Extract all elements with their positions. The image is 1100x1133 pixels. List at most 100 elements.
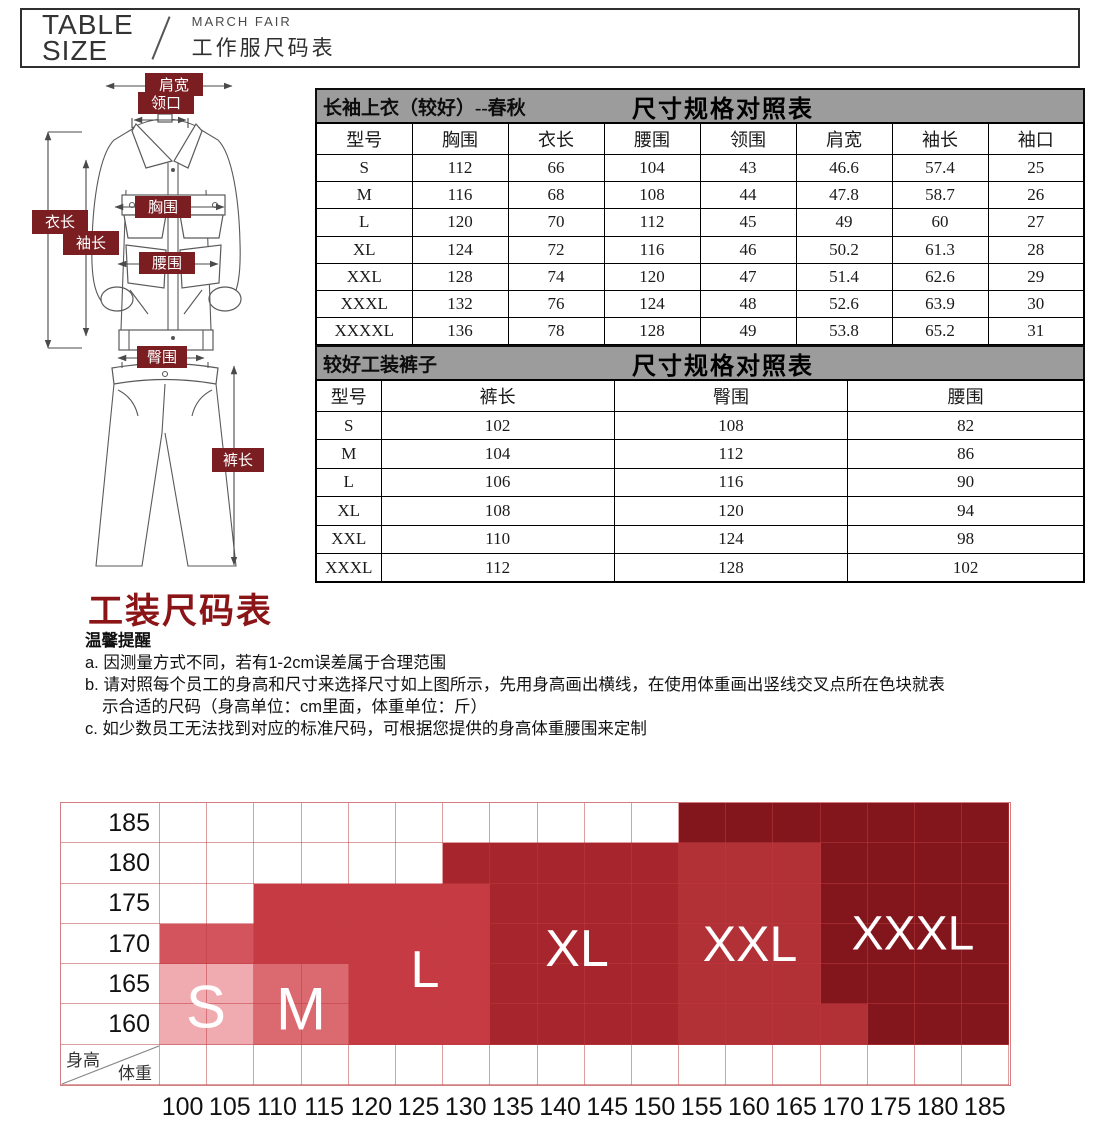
table-cell: 58.7: [891, 181, 989, 210]
brand-block: MARCH FAIR 工作服尺码表: [192, 14, 336, 62]
heatmap-cell: [490, 1044, 538, 1086]
heatmap-cell: [254, 923, 302, 965]
weight-axis-label: 170: [822, 1093, 865, 1122]
weight-axis-label: 105: [208, 1093, 251, 1122]
table-cell: 124: [613, 524, 849, 554]
size-selection-chart: 185 180 175 170 165 160 身高 体重 100 105 110 115 120 12…: [60, 802, 1011, 1122]
table-cell: 27: [987, 208, 1085, 237]
heatmap-cell: [537, 1044, 585, 1086]
heatmap-cell: [254, 1044, 302, 1086]
heatmap-cell: [160, 803, 208, 844]
weight-axis-label: 140: [539, 1093, 581, 1122]
table-cell: 120: [411, 208, 509, 237]
table-cell: 52.6: [795, 289, 893, 319]
table-cell: 108: [613, 410, 849, 441]
heatmap-cell: [867, 923, 915, 965]
weight-axis-label: 135: [492, 1093, 534, 1122]
heatmap-cell: [395, 843, 444, 884]
column-header-cell: 领围: [699, 122, 797, 155]
brand-name: MARCH FAIR: [191, 14, 292, 29]
measure-arrows: [44, 82, 238, 566]
heatmap-cell: [348, 1044, 396, 1086]
column-header-cell: 袖长: [891, 122, 989, 155]
table-cell: 112: [603, 208, 701, 237]
heatmap-cell: [867, 1044, 915, 1086]
table-cell: XXL: [315, 524, 382, 554]
heatmap-cell: [867, 1004, 915, 1045]
table-cell: 128: [613, 552, 849, 583]
heatmap-grid: 185 180 175 170 165 160 身高 体重: [60, 802, 1011, 1087]
heatmap-cell: [962, 1044, 1010, 1086]
heatmap-cell: [207, 1004, 255, 1045]
heatmap-cell: [443, 803, 491, 844]
table-cell: 106: [380, 467, 615, 498]
heatmap-cell: [820, 964, 868, 1005]
table-cell: XXXL: [315, 289, 413, 319]
heatmap-cell: [584, 803, 632, 844]
heatmap-cell: [679, 843, 727, 884]
weight-axis-label: 160: [727, 1093, 770, 1122]
heatmap-cell: [301, 1004, 349, 1045]
heatmap-cell: [679, 923, 727, 965]
weight-axis-label: 165: [775, 1093, 817, 1122]
table-cell: 76: [507, 289, 605, 319]
heatmap-cell: [395, 883, 444, 924]
heatmap-cell: [773, 964, 821, 1005]
heatmap-cell: [679, 1004, 727, 1045]
heatmap-cell: [301, 964, 349, 1005]
column-header-cell: 臀围: [613, 379, 849, 412]
heatmap-cell: [962, 803, 1010, 844]
pants-table-subtitle: 尺寸规格对照表: [631, 352, 814, 380]
heatmap-cell: [584, 923, 632, 965]
table-cell: 72: [507, 235, 605, 264]
table-cell: S: [315, 410, 382, 441]
heatmap-cell: [490, 923, 538, 965]
heatmap-cell: [207, 1044, 255, 1086]
heatmap-cell: [820, 1004, 868, 1045]
sleeve-length-label: 袖长: [76, 235, 106, 252]
table-cell: 43: [699, 153, 797, 183]
table-cell: 116: [603, 235, 701, 264]
table-cell: 49: [699, 317, 797, 346]
header-box: TABLE SIZE MARCH FAIR 工作服尺码表: [20, 8, 1080, 68]
table-cell: 112: [613, 439, 849, 469]
heatmap-cell: [962, 964, 1010, 1005]
heatmap-cell: [301, 1044, 349, 1086]
table-cell: 82: [847, 410, 1085, 441]
table-cell: 120: [603, 262, 701, 291]
heatmap-cell: [820, 803, 868, 844]
heatmap-cell: [962, 923, 1010, 965]
heatmap-cell: [301, 843, 349, 884]
heatmap-cell: [160, 883, 208, 924]
section-title: 工装尺码表: [88, 592, 274, 631]
height-axis-label: 170: [61, 924, 160, 964]
table-cell: XL: [315, 496, 382, 526]
heatmap-cell: [301, 923, 349, 965]
heatmap-cell: [915, 803, 963, 844]
table-cell: 66: [507, 153, 605, 183]
heatmap-cell: [207, 964, 255, 1005]
heatmap-cell: [537, 964, 585, 1005]
heatmap-cell: [726, 1044, 774, 1086]
weight-axis-label: 185: [963, 1093, 1006, 1122]
weight-axis-label: 120: [350, 1093, 393, 1122]
heatmap-cell: [631, 1004, 680, 1045]
heatmap-cell: [584, 964, 632, 1005]
column-header-cell: 裤长: [380, 379, 615, 412]
weight-axis-label: 130: [444, 1093, 487, 1122]
height-axis-label: 160: [61, 1004, 160, 1044]
heatmap-cell: [160, 964, 208, 1005]
heatmap-cell: [726, 883, 774, 924]
heatmap-cell: [867, 883, 915, 924]
table-cell: 136: [411, 317, 509, 346]
heatmap-cell: [490, 883, 538, 924]
heatmap-cell: [207, 883, 255, 924]
heatmap-cell: [726, 843, 774, 884]
table-cell: 57.4: [891, 153, 989, 183]
table-cell: XXL: [315, 262, 413, 291]
table-cell: 104: [380, 439, 615, 469]
heatmap-cell: [537, 843, 585, 884]
heatmap-cell: [679, 964, 727, 1005]
heatmap-cell: [867, 964, 915, 1005]
weight-axis-label: 110: [257, 1093, 297, 1122]
